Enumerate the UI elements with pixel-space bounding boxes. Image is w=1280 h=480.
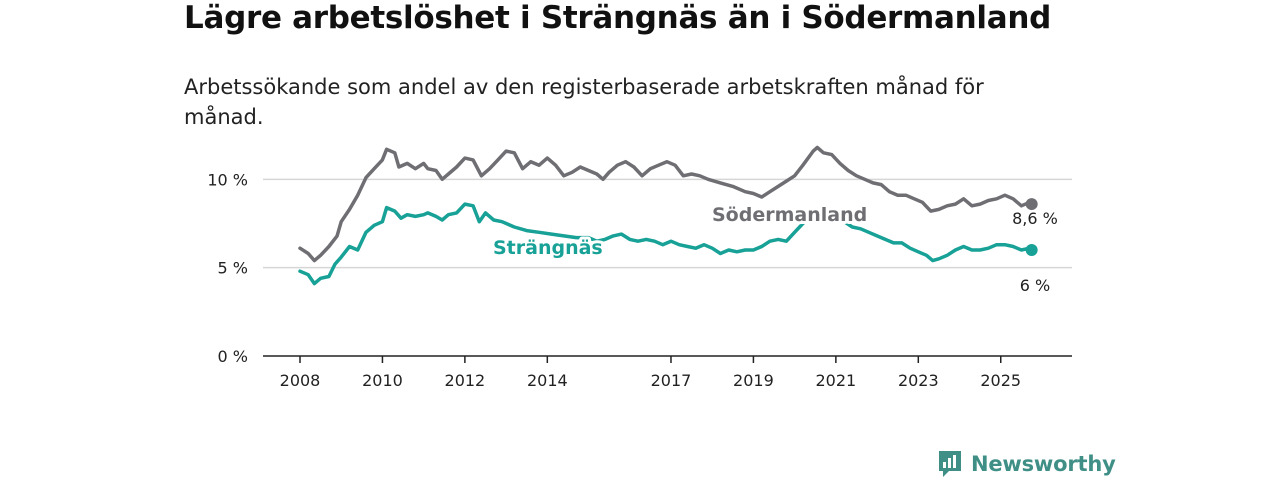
series-end-dot-strngns [1025,244,1038,256]
x-tick-label: 2012 [445,371,486,390]
x-tick-label: 2021 [816,371,857,390]
y-tick-label: 10 % [207,170,248,189]
series-end-value-label: 8,6 % [1012,209,1058,228]
chart-subtitle: Arbetssökande som andel av den registerb… [184,75,984,129]
newsworthy-logo-icon [939,451,961,477]
series-name-label: Strängnäs [493,237,603,259]
x-tick-label: 2008 [280,371,321,390]
x-tick-label: 2014 [527,371,568,390]
y-tick-label: 0 % [218,347,248,366]
grid-lines [263,178,1072,269]
x-axis-tick-labels: 2008 2010 2012 2014 2017 2019 2021 2023 2025 [280,371,1021,390]
series-lines [298,145,1038,286]
brand-name: Newsworthy [971,452,1116,476]
series-labels: Södermanland Strängnäs 8,6 % 6 % [490,201,1060,297]
x-tick-label: 2023 [898,371,939,390]
series-line-strngns [298,202,1034,286]
series-end-dot-sdermanland [1025,198,1038,211]
y-tick-label: 5 % [218,259,248,278]
chart-title: Lägre arbetslöshet i Strängnäs än i Söde… [184,0,1052,36]
newsworthy-brand: Newsworthy [937,448,1116,480]
x-tick-label: 2010 [362,371,403,390]
series-end-value-label: 6 % [1020,276,1050,295]
x-tick-label: 2017 [651,371,692,390]
series-name-label: Södermanland [712,204,867,226]
y-axis-tick-labels: 0 % 5 % 10 % [207,170,248,366]
series-line-sdermanland [298,145,1034,263]
x-tick-label: 2025 [980,371,1021,390]
x-axis [263,355,1072,363]
x-tick-label: 2019 [733,371,774,390]
